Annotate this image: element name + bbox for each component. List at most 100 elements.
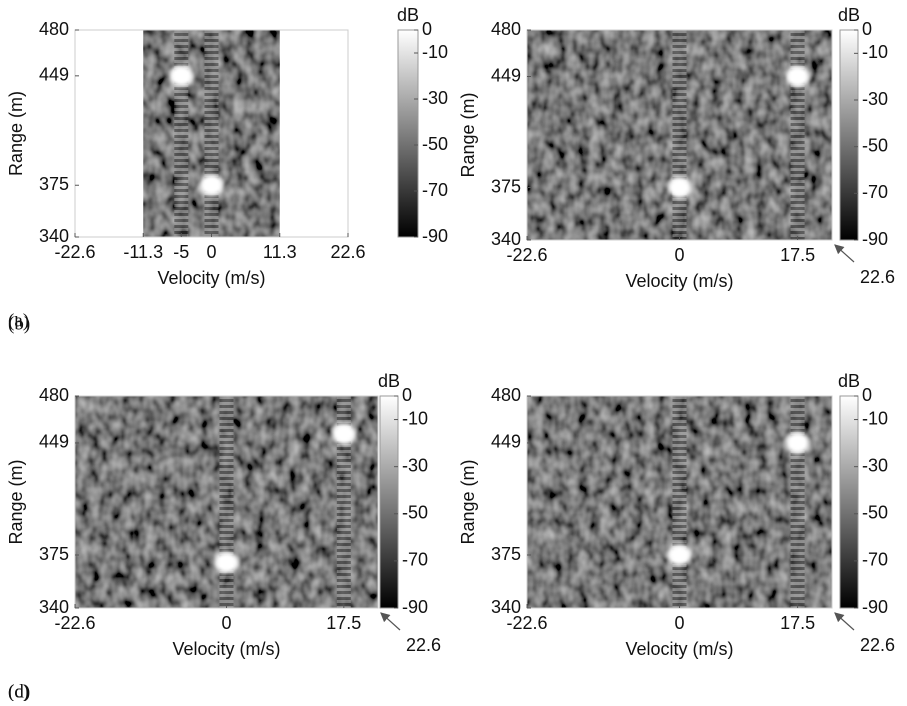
plot-area xyxy=(143,30,280,237)
x-axis-label: Velocity (m/s) xyxy=(157,268,265,288)
target-peak xyxy=(331,422,356,445)
plot-area xyxy=(527,30,832,240)
x-tick-label: 17.5 xyxy=(780,613,815,633)
x-tick-label: -11.3 xyxy=(123,242,163,262)
velocity-stripe xyxy=(336,396,351,608)
panel-label: (b) xyxy=(8,313,30,334)
colorbar-tick-label: -30 xyxy=(862,89,888,109)
colorbar-tick-label: -10 xyxy=(862,42,888,62)
annotation-arrow xyxy=(834,612,855,631)
velocity-stripe xyxy=(174,30,189,237)
annotation-text: 22.6 xyxy=(860,635,895,655)
y-axis-label: Range (m) xyxy=(458,459,478,544)
colorbar-tick-label: -10 xyxy=(862,408,888,428)
colorbar-tick-label: -70 xyxy=(422,180,448,200)
colorbar xyxy=(379,395,399,609)
colorbar-tick-label: 0 xyxy=(422,19,432,39)
panel-label: (c) xyxy=(8,681,29,701)
velocity-stripe xyxy=(790,30,805,240)
x-tick-label: 0 xyxy=(674,613,684,633)
colorbar-tick-label: -50 xyxy=(862,135,888,155)
x-tick-label: 17.5 xyxy=(780,245,815,265)
velocity-stripe xyxy=(790,396,805,608)
y-tick-label: 375 xyxy=(491,544,521,564)
x-tick-label: 0 xyxy=(206,242,216,262)
x-tick-label: 22.6 xyxy=(330,242,365,262)
colorbar-tick-label: -90 xyxy=(402,597,428,617)
velocity-stripe xyxy=(672,30,687,240)
x-tick-label: -22.6 xyxy=(54,242,95,262)
y-tick-label: 449 xyxy=(39,65,69,85)
target-peak xyxy=(667,544,692,566)
x-tick-label: 17.5 xyxy=(326,613,361,633)
y-tick-label: 340 xyxy=(39,226,69,246)
x-axis-label: Velocity (m/s) xyxy=(172,639,280,659)
target-peak xyxy=(667,176,692,199)
target-peak xyxy=(785,431,810,454)
x-tick-label: -22.6 xyxy=(506,613,547,633)
annotation-text: 22.6 xyxy=(406,635,441,655)
colorbar-tick-label: -70 xyxy=(862,182,888,202)
colorbar-label: dB xyxy=(838,5,860,25)
plot-area xyxy=(75,396,378,608)
y-tick-label: 340 xyxy=(39,597,69,617)
colorbar-tick-label: -90 xyxy=(862,229,888,249)
colorbar-tick-label: -30 xyxy=(422,88,448,108)
x-axis-label: Velocity (m/s) xyxy=(625,639,733,659)
colorbar-tick-label: 0 xyxy=(862,19,872,39)
colorbar-tick-label: -10 xyxy=(422,42,448,62)
target-peak xyxy=(199,174,224,197)
x-tick-label: 0 xyxy=(221,613,231,633)
y-tick-label: 375 xyxy=(39,544,69,564)
y-tick-label: 375 xyxy=(491,176,521,196)
colorbar-tick-label: -10 xyxy=(402,408,428,428)
x-tick-label: -5 xyxy=(173,242,189,262)
colorbar-tick-label: -90 xyxy=(422,226,448,246)
x-tick-label: -22.6 xyxy=(506,245,547,265)
colorbar-tick-label: 0 xyxy=(862,385,872,405)
y-tick-label: 340 xyxy=(491,229,521,249)
target-peak xyxy=(169,64,194,87)
colorbar-tick-label: -30 xyxy=(862,455,888,475)
y-tick-label: 480 xyxy=(39,19,69,39)
y-axis-label: Range (m) xyxy=(6,91,26,176)
annotation-text: 22.6 xyxy=(860,267,895,287)
colorbar-label: dB xyxy=(397,5,419,25)
x-axis-label: Velocity (m/s) xyxy=(625,271,733,291)
panel-label: (a) xyxy=(8,310,29,331)
velocity-stripe xyxy=(204,30,219,237)
colorbar-tick-label: -30 xyxy=(402,455,428,475)
target-peak xyxy=(214,551,239,574)
x-tick-label: -22.6 xyxy=(54,613,95,633)
colorbar-tick-label: -70 xyxy=(402,550,428,570)
colorbar-label: dB xyxy=(378,371,400,391)
y-axis-label: Range (m) xyxy=(458,92,478,177)
velocity-stripe xyxy=(219,396,234,608)
y-tick-label: 449 xyxy=(39,432,69,452)
colorbar-tick-label: -50 xyxy=(862,503,888,523)
annotation-arrow xyxy=(834,244,855,263)
colorbar xyxy=(839,395,859,609)
y-tick-label: 449 xyxy=(491,432,521,452)
colorbar-tick-label: -50 xyxy=(402,503,428,523)
colorbar-tick-label: -90 xyxy=(862,597,888,617)
plot-area xyxy=(527,396,832,608)
colorbar-tick-label: 0 xyxy=(402,385,412,405)
panel-label: (d) xyxy=(8,681,30,701)
y-tick-label: 375 xyxy=(39,174,69,194)
colorbar-tick-label: -70 xyxy=(862,550,888,570)
target-peak xyxy=(785,65,810,88)
colorbar xyxy=(839,29,859,241)
x-tick-label: 11.3 xyxy=(263,242,297,262)
velocity-stripe xyxy=(672,396,687,608)
colorbar xyxy=(397,29,419,238)
x-tick-label: 0 xyxy=(674,245,684,265)
y-axis-label: Range (m) xyxy=(6,459,26,544)
colorbar-tick-label: -50 xyxy=(422,134,448,154)
colorbar-label: dB xyxy=(838,371,860,391)
y-tick-label: 480 xyxy=(491,19,521,39)
y-tick-label: 340 xyxy=(491,597,521,617)
y-tick-label: 480 xyxy=(491,385,521,405)
